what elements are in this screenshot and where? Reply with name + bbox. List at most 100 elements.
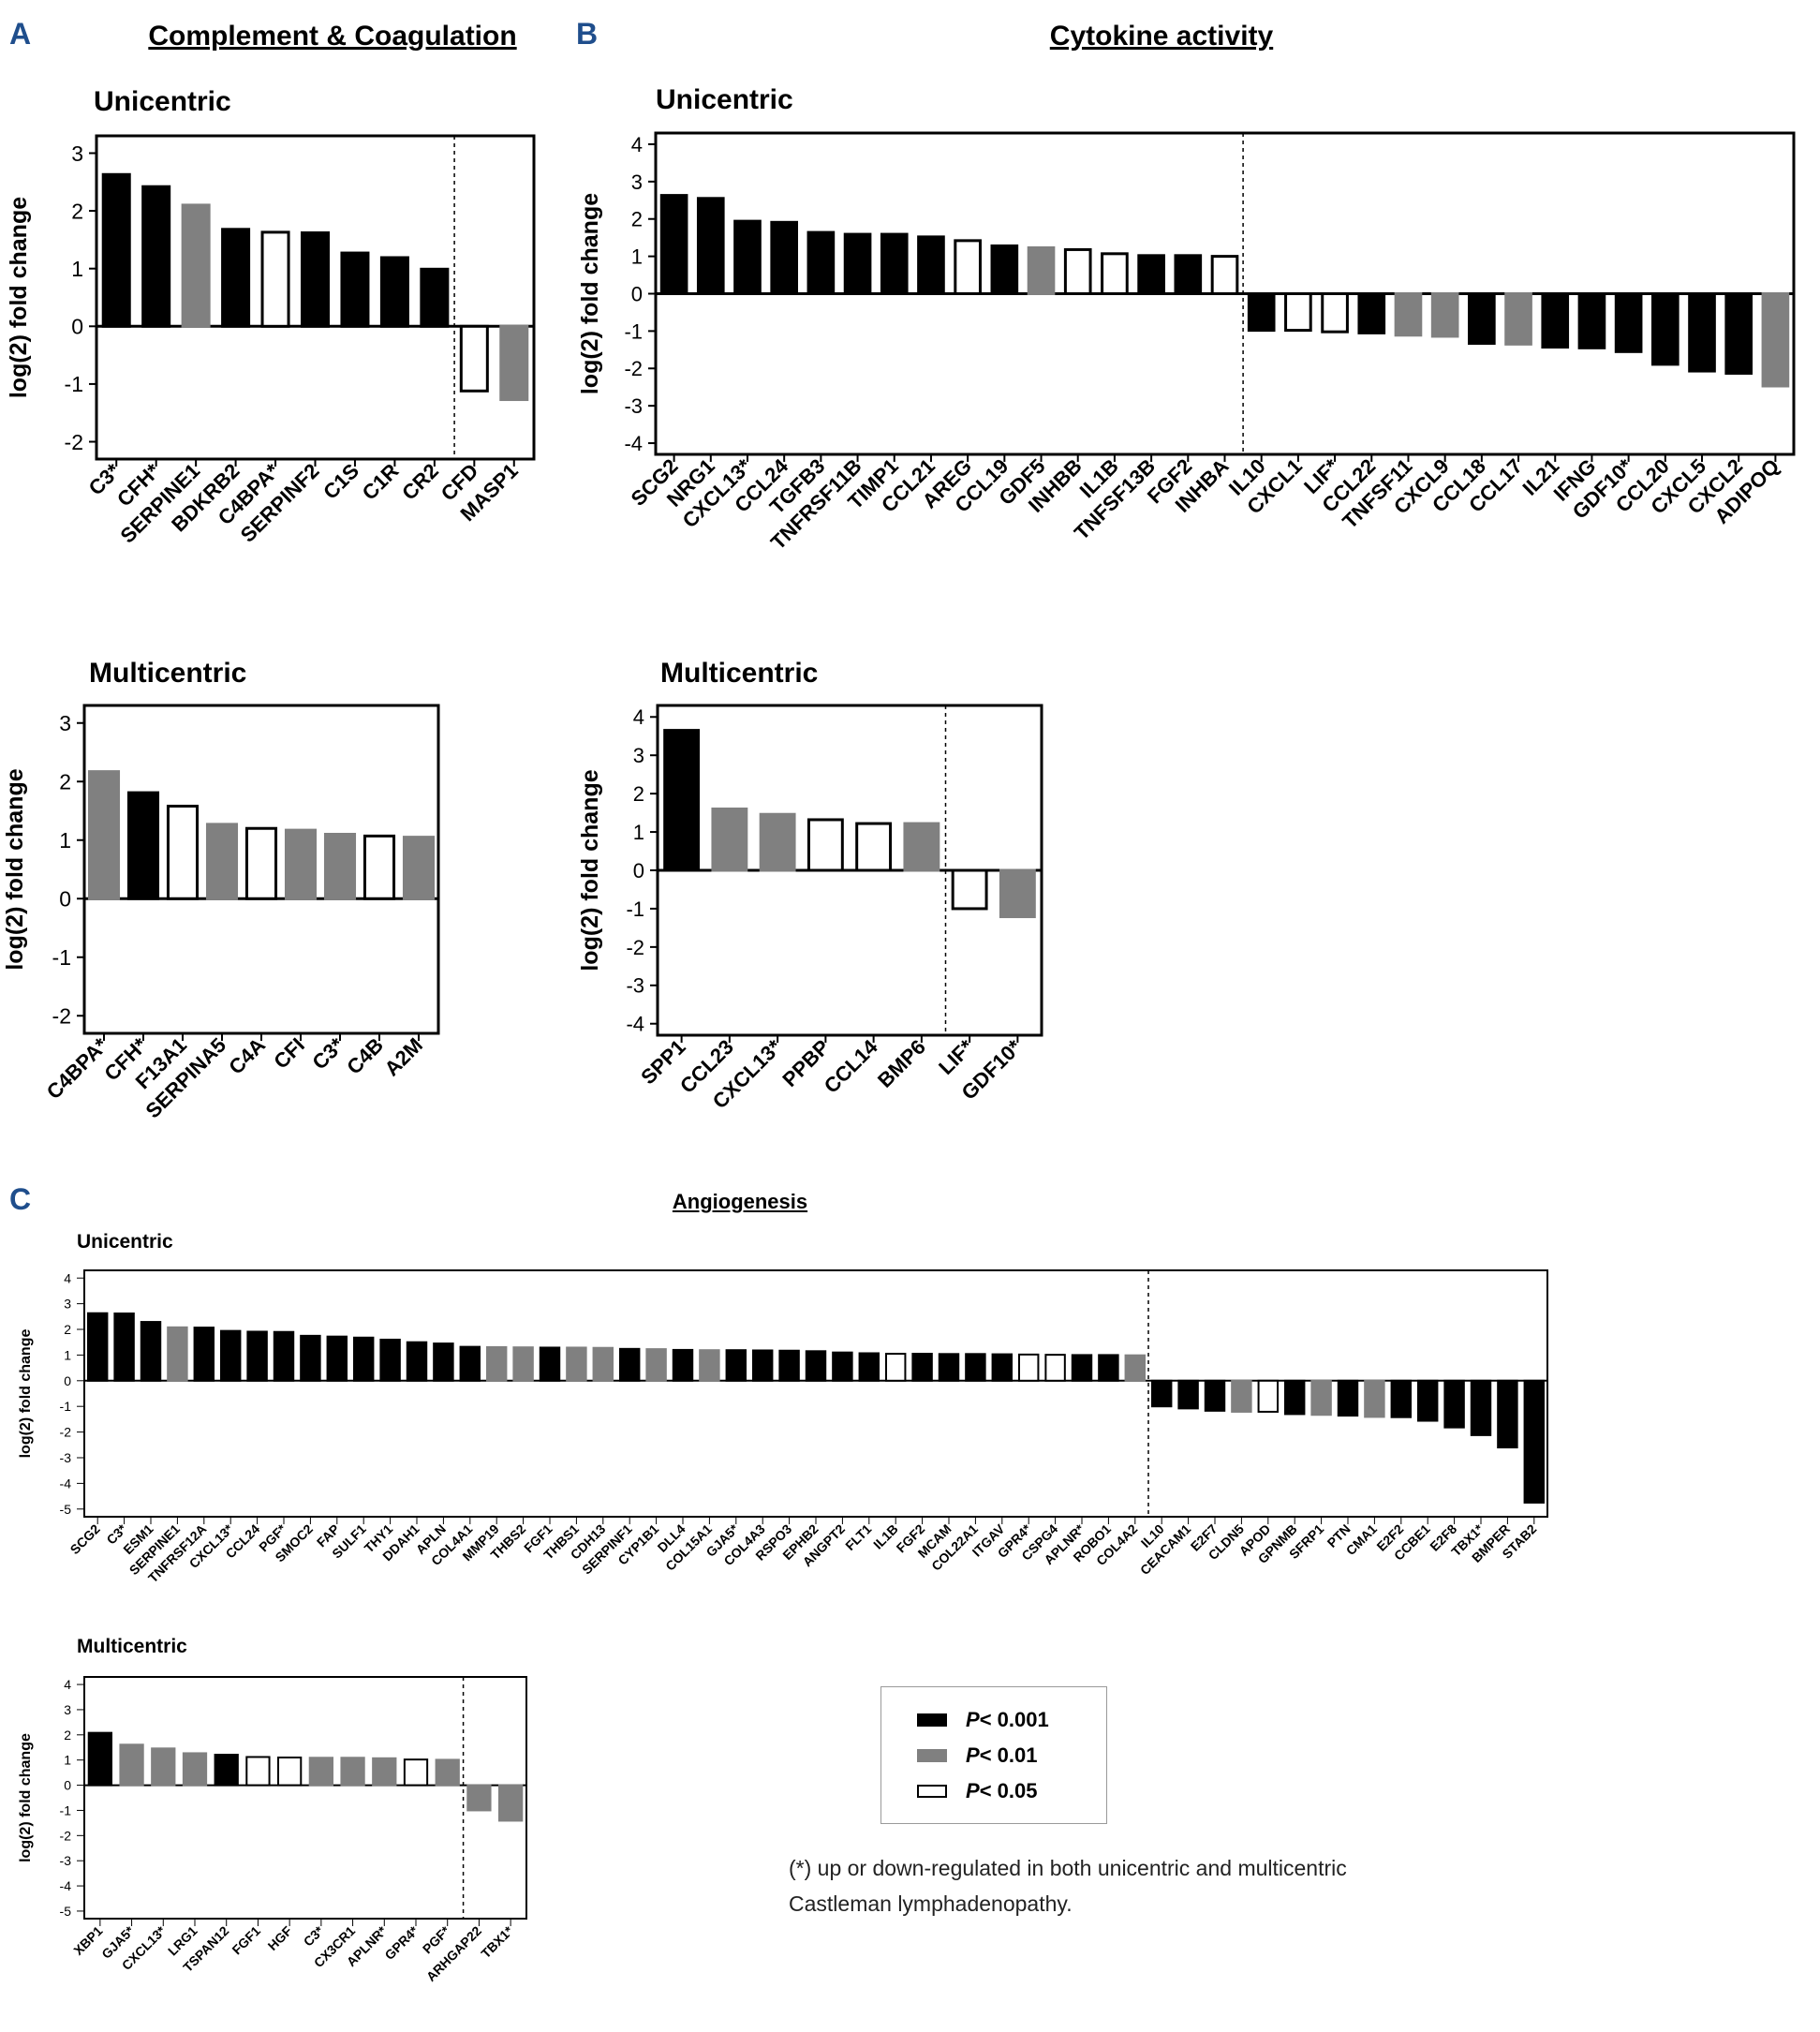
bar-bdkrb2: [221, 228, 251, 328]
bar-cxcl13-star: [151, 1747, 176, 1787]
bar-ppbp: [806, 818, 844, 872]
bar-il21: [1541, 292, 1570, 349]
bar-gdf5: [1027, 245, 1056, 295]
y-axis-label: log(2) fold change: [6, 197, 32, 398]
bar-rspo3: [778, 1349, 800, 1382]
y-tick-label: -1: [626, 897, 644, 921]
bar-ceacam1: [1177, 1379, 1199, 1410]
bar-fgf1: [539, 1346, 561, 1382]
legend-swatch-gray: [917, 1749, 947, 1762]
bar-sfrp1: [1310, 1379, 1332, 1416]
bar-ccl20: [1650, 292, 1679, 366]
bar-bmper: [1497, 1379, 1518, 1449]
y-tick-label: -4: [60, 1476, 72, 1491]
legend-p-01: P: [966, 1743, 980, 1767]
bar-serpina5: [205, 823, 239, 900]
bar-e2f2: [1390, 1379, 1413, 1418]
bar-gja5-star: [725, 1349, 747, 1382]
bar-scg2: [86, 1312, 109, 1382]
bar-fgf2: [911, 1353, 933, 1382]
bar-ccl24: [246, 1330, 268, 1382]
bar-areg: [954, 239, 982, 295]
bar-robo1: [1098, 1354, 1119, 1382]
plot-frame: [83, 1676, 527, 1920]
bar-c4a: [244, 826, 278, 900]
y-tick-label: 3: [59, 711, 71, 735]
bar-aplnr-star: [1071, 1354, 1093, 1382]
panel-title-a: Complement & Coagulation: [148, 21, 517, 52]
chart-title-b-multicentric: Multicentric: [660, 658, 819, 689]
bar-fgf1: [245, 1756, 271, 1787]
y-tick-label: -3: [624, 394, 643, 418]
bar-c4bpa-star: [87, 770, 121, 900]
bar-cxcl9: [1430, 292, 1459, 338]
bar-cfh-star: [141, 185, 171, 328]
y-tick-label: 0: [59, 887, 71, 912]
bar-tbx1-star: [1470, 1379, 1492, 1436]
y-axis-label: log(2) fold change: [577, 769, 603, 971]
chart-title-c-multicentric: Multicentric: [77, 1636, 187, 1657]
x-category-label: GPR4*: [381, 1922, 422, 1963]
bar-c3-star: [113, 1313, 135, 1382]
bar-cxcl5: [1688, 292, 1716, 373]
y-tick-label: 1: [59, 828, 71, 853]
bar-adipoq: [1761, 292, 1790, 388]
y-tick-label: -2: [60, 1828, 72, 1843]
x-category-label: CR2: [397, 459, 443, 505]
y-tick-label: 0: [64, 1373, 71, 1388]
bar-flt1: [858, 1352, 880, 1382]
bar-gpr4-star: [1017, 1353, 1040, 1382]
bar-masp1: [499, 324, 529, 402]
legend-label-01: < 0.01: [979, 1743, 1038, 1767]
bar-c3-star: [323, 833, 357, 900]
y-tick-label: 1: [64, 1753, 71, 1768]
y-tick-label: 2: [71, 199, 83, 223]
bar-ccl24: [770, 220, 799, 296]
bar-ccl17: [1504, 292, 1532, 346]
bar-gpr4-star: [403, 1758, 429, 1787]
legend-label-001: < 0.001: [979, 1708, 1049, 1731]
legend-p-001: P: [966, 1708, 980, 1731]
bar-serpine1: [167, 1326, 188, 1382]
bar-ccl23: [711, 808, 748, 872]
y-tick-label: 1: [631, 245, 643, 269]
y-tick-label: -2: [52, 1004, 71, 1029]
bar-col15a1: [699, 1349, 720, 1382]
bar-col4a2: [1124, 1354, 1147, 1382]
bar-cxcl13-star: [733, 219, 762, 295]
bar-gdf10-star: [1614, 292, 1643, 353]
y-tick-label: 2: [59, 770, 71, 794]
y-tick-label: -1: [60, 1399, 72, 1414]
x-category-label: C3*: [301, 1922, 327, 1949]
y-tick-label: 1: [633, 821, 644, 844]
bar-cspg4: [1044, 1354, 1066, 1382]
y-tick-label: -2: [624, 357, 643, 380]
y-axis-label: log(2) fold change: [577, 193, 603, 394]
x-category-label: C1S: [318, 459, 363, 504]
legend-p-05: P: [966, 1779, 980, 1802]
legend-item-p05: P< 0.05: [917, 1779, 1037, 1803]
bar-c3-star: [101, 172, 131, 328]
bar-c4b: [363, 834, 396, 900]
chart-title-a-unicentric: Unicentric: [94, 86, 231, 117]
panel-letter-a: A: [9, 17, 32, 51]
y-tick-label: -3: [60, 1450, 72, 1465]
bar-ccl22: [1357, 292, 1386, 334]
y-tick-label: -5: [60, 1904, 72, 1919]
bar-tnfsf11: [1394, 292, 1423, 337]
bar-c1s: [340, 251, 370, 328]
y-tick-label: 3: [64, 1702, 71, 1717]
bar-lif-star: [951, 868, 988, 911]
bar-stab2: [1523, 1379, 1546, 1504]
bar-ephb2: [805, 1350, 827, 1382]
y-tick-label: 2: [633, 782, 644, 806]
y-tick-label: -4: [624, 432, 643, 455]
bar-col4a3: [751, 1349, 774, 1382]
bar-cxcl2: [1724, 292, 1753, 375]
legend-item-p01: P< 0.01: [917, 1743, 1037, 1768]
y-tick-label: 3: [64, 1297, 71, 1312]
